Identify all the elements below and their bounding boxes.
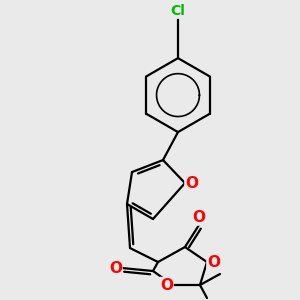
- Text: O: O: [109, 260, 122, 275]
- Text: O: O: [160, 278, 173, 292]
- Text: O: O: [185, 176, 198, 190]
- Text: Cl: Cl: [170, 4, 185, 18]
- Text: O: O: [193, 210, 206, 225]
- Text: O: O: [207, 254, 220, 269]
